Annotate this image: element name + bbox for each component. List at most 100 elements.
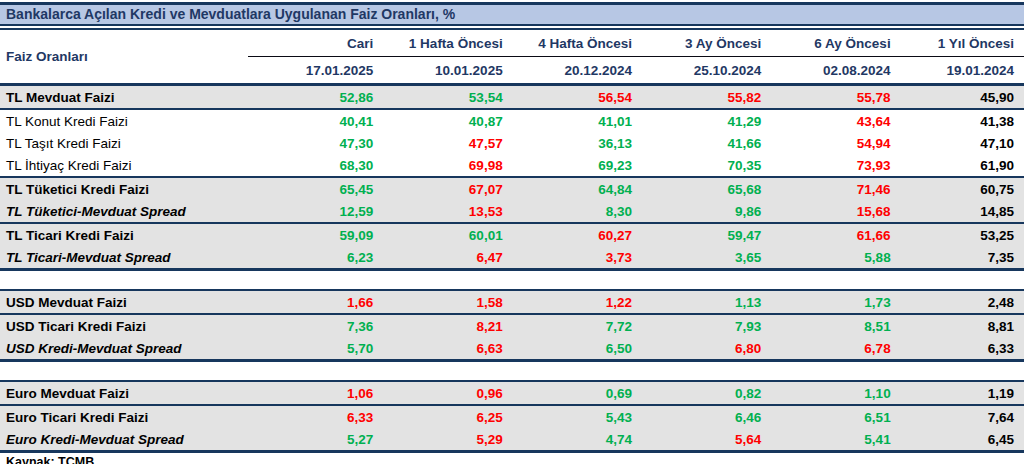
column-period-label: 6 Ay Öncesi <box>765 30 894 57</box>
value-cell: 6,50 <box>507 337 636 361</box>
value-cell: 68,30 <box>248 154 377 177</box>
value-cell: 71,46 <box>765 177 894 200</box>
value-cell: 6,33 <box>248 405 377 428</box>
column-period-label: 1 Yıl Öncesi <box>895 30 1024 57</box>
row-label: TL Tüketici-Mevduat Spread <box>0 200 248 223</box>
value-cell: 55,82 <box>636 85 765 110</box>
value-cell: 70,35 <box>636 154 765 177</box>
value-cell: 67,07 <box>377 177 506 200</box>
value-cell: 6,46 <box>636 405 765 428</box>
value-cell: 61,90 <box>895 154 1024 177</box>
value-cell: 14,85 <box>895 200 1024 223</box>
value-cell: 12,59 <box>248 200 377 223</box>
table-row: Euro Ticari Kredi Faizi6,336,255,436,466… <box>0 405 1024 428</box>
value-cell: 5,70 <box>248 337 377 361</box>
value-cell: 41,01 <box>507 109 636 132</box>
value-cell: 5,43 <box>507 405 636 428</box>
value-cell: 40,41 <box>248 109 377 132</box>
table-row: USD Ticari Kredi Faizi7,368,217,727,938,… <box>0 314 1024 337</box>
value-cell: 52,86 <box>248 85 377 110</box>
value-cell: 5,41 <box>765 428 894 452</box>
row-label: TL Mevduat Faizi <box>0 85 248 110</box>
row-label: TL İhtiyaç Kredi Faizi <box>0 154 248 177</box>
header-faiz-oranlari: Faiz Oranları <box>0 30 248 85</box>
table-body: TL Mevduat Faizi52,8653,5456,5455,8255,7… <box>0 85 1024 452</box>
row-label: TL Taşıt Kredi Faizi <box>0 132 248 154</box>
column-date-label: 17.01.2025 <box>248 57 377 85</box>
value-cell: 6,33 <box>895 337 1024 361</box>
value-cell: 59,47 <box>636 223 765 246</box>
value-cell: 41,66 <box>636 132 765 154</box>
column-period-label: Cari <box>248 30 377 57</box>
value-cell: 2,48 <box>895 290 1024 314</box>
row-label: USD Kredi-Mevduat Spread <box>0 337 248 361</box>
value-cell: 6,51 <box>765 405 894 428</box>
interest-rates-table: Faiz Oranları Cari1 Hafta Öncesi4 Hafta … <box>0 30 1024 453</box>
row-label: TL Ticari Kredi Faizi <box>0 223 248 246</box>
value-cell: 69,98 <box>377 154 506 177</box>
value-cell: 15,68 <box>765 200 894 223</box>
value-cell: 6,80 <box>636 337 765 361</box>
value-cell: 4,74 <box>507 428 636 452</box>
row-label: TL Ticari-Mevduat Spread <box>0 246 248 270</box>
value-cell: 8,30 <box>507 200 636 223</box>
column-period-label: 4 Hafta Öncesi <box>507 30 636 57</box>
value-cell: 47,30 <box>248 132 377 154</box>
value-cell: 53,25 <box>895 223 1024 246</box>
value-cell: 5,27 <box>248 428 377 452</box>
value-cell: 8,51 <box>765 314 894 337</box>
value-cell: 6,45 <box>895 428 1024 452</box>
value-cell: 0,96 <box>377 381 506 405</box>
column-period-label: 3 Ay Öncesi <box>636 30 765 57</box>
value-cell: 64,84 <box>507 177 636 200</box>
value-cell: 53,54 <box>377 85 506 110</box>
table-row: TL Taşıt Kredi Faizi47,3047,5736,1341,66… <box>0 132 1024 154</box>
value-cell: 8,21 <box>377 314 506 337</box>
value-cell: 1,13 <box>636 290 765 314</box>
value-cell: 55,78 <box>765 85 894 110</box>
column-date-label: 19.01.2024 <box>895 57 1024 85</box>
table-row: TL Mevduat Faizi52,8653,5456,5455,8255,7… <box>0 85 1024 110</box>
value-cell: 54,94 <box>765 132 894 154</box>
value-cell: 5,64 <box>636 428 765 452</box>
value-cell: 3,73 <box>507 246 636 270</box>
section-gap <box>0 361 1024 382</box>
value-cell: 5,29 <box>377 428 506 452</box>
value-cell: 13,53 <box>377 200 506 223</box>
value-cell: 1,66 <box>248 290 377 314</box>
value-cell: 41,38 <box>895 109 1024 132</box>
value-cell: 60,27 <box>507 223 636 246</box>
value-cell: 6,25 <box>377 405 506 428</box>
value-cell: 6,23 <box>248 246 377 270</box>
value-cell: 6,78 <box>765 337 894 361</box>
value-cell: 59,09 <box>248 223 377 246</box>
value-cell: 60,01 <box>377 223 506 246</box>
table-row: TL Tüketici-Mevduat Spread12,5913,538,30… <box>0 200 1024 223</box>
value-cell: 0,82 <box>636 381 765 405</box>
row-label: Euro Kredi-Mevduat Spread <box>0 428 248 452</box>
value-cell: 61,66 <box>765 223 894 246</box>
value-cell: 45,90 <box>895 85 1024 110</box>
value-cell: 43,64 <box>765 109 894 132</box>
column-period-label: 1 Hafta Öncesi <box>377 30 506 57</box>
column-date-label: 20.12.2024 <box>507 57 636 85</box>
source-note: Kaynak: TCMB <box>0 453 1024 464</box>
value-cell: 73,93 <box>765 154 894 177</box>
table-row: USD Mevduat Faizi1,661,581,221,131,732,4… <box>0 290 1024 314</box>
value-cell: 7,72 <box>507 314 636 337</box>
table-row: USD Kredi-Mevduat Spread5,706,636,506,80… <box>0 337 1024 361</box>
value-cell: 69,23 <box>507 154 636 177</box>
section-gap <box>0 270 1024 291</box>
value-cell: 47,10 <box>895 132 1024 154</box>
value-cell: 1,06 <box>248 381 377 405</box>
value-cell: 3,65 <box>636 246 765 270</box>
value-cell: 40,87 <box>377 109 506 132</box>
row-label: TL Tüketici Kredi Faizi <box>0 177 248 200</box>
table-header: Faiz Oranları Cari1 Hafta Öncesi4 Hafta … <box>0 30 1024 85</box>
column-date-label: 10.01.2025 <box>377 57 506 85</box>
table-row: Euro Mevduat Faizi1,060,960,690,821,101,… <box>0 381 1024 405</box>
value-cell: 0,69 <box>507 381 636 405</box>
row-label: USD Ticari Kredi Faizi <box>0 314 248 337</box>
value-cell: 9,86 <box>636 200 765 223</box>
value-cell: 1,10 <box>765 381 894 405</box>
